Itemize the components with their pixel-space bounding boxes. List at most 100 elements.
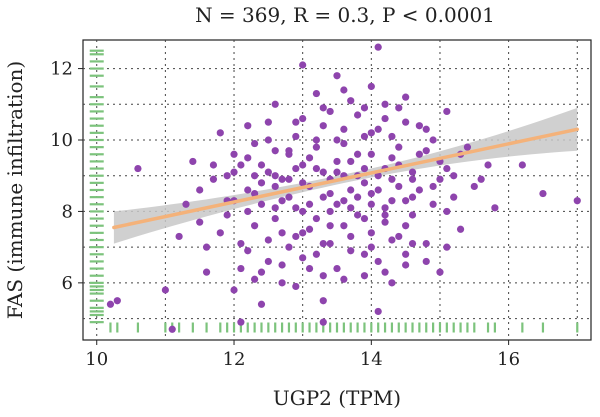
data-point [443,243,451,251]
data-point [202,268,211,276]
data-point [271,204,279,212]
data-point [477,175,485,183]
data-point [422,239,430,248]
data-point [395,182,403,191]
data-point [353,150,362,158]
data-point [292,204,300,212]
data-point [340,86,348,94]
data-point [312,89,321,98]
data-point [422,125,430,133]
data-point [305,154,314,162]
data-point [264,236,272,244]
data-point [292,282,300,291]
data-point [484,161,492,169]
data-point [161,286,169,294]
data-point [374,307,382,316]
data-point [299,161,307,169]
data-point [299,61,307,69]
data-point [230,150,238,158]
data-point [395,104,403,112]
data-point [415,150,423,158]
data-point [374,186,382,194]
data-point [244,247,252,255]
data-point [340,197,348,205]
data-point [264,118,272,126]
data-point [305,200,314,208]
data-point [230,286,238,294]
data-point [347,232,355,241]
data-point [264,136,272,144]
data-point [415,186,423,194]
data-point [251,189,259,198]
data-point [347,204,355,212]
data-point [202,243,211,251]
data-point [299,254,307,262]
data-point [443,164,451,173]
data-point [470,182,478,191]
data-point [319,122,327,130]
x-axis-ticks: 10 12 14 16 [85,340,520,370]
data-point [408,211,417,219]
points-layer [106,43,581,333]
data-point [422,257,430,266]
data-point [299,229,307,237]
data-point [319,318,327,326]
data-point [388,132,396,141]
data-point [251,222,259,230]
data-point [353,111,362,119]
data-point [374,43,382,51]
data-point [347,97,355,105]
x-tick-label: 14 [360,349,383,370]
data-point [367,189,375,198]
data-point [312,164,321,173]
data-point [340,222,348,230]
y-tick-label: 12 [50,59,73,80]
data-point [223,172,231,180]
data-point [257,179,266,187]
data-point [456,225,465,233]
data-point [305,264,314,273]
data-point [374,172,382,180]
data-point [539,189,547,198]
data-point [326,239,334,248]
data-point [347,157,355,166]
y-tick-label: 8 [62,201,73,222]
data-point [196,218,204,226]
data-point [491,204,499,212]
data-point [237,264,245,273]
data-point [216,229,224,237]
data-point [360,179,369,187]
data-point [388,236,396,244]
x-tick-label: 12 [223,349,246,370]
data-point [388,197,396,205]
data-point [319,168,327,176]
data-point [360,164,369,173]
data-point [285,175,293,183]
data-point [278,279,286,287]
data-point [374,125,382,133]
data-point [251,172,259,180]
data-point [367,229,375,237]
data-point [251,275,259,283]
marginal-rug [89,49,579,333]
data-point [395,143,403,151]
data-point [360,250,369,258]
data-point [257,300,266,308]
data-point [381,268,389,276]
data-point [278,175,286,183]
data-point [402,118,410,126]
data-point [395,232,403,241]
data-point [299,207,307,216]
data-point [402,197,410,205]
data-point [429,182,437,191]
data-point [450,193,458,201]
y-tick-label: 6 [62,273,73,294]
data-point [244,154,252,162]
data-point [257,200,266,208]
data-point [326,207,334,216]
data-point [326,222,334,230]
grid-layer [83,40,591,340]
data-point [347,186,355,194]
regression-line [112,127,580,230]
data-point [134,164,142,173]
